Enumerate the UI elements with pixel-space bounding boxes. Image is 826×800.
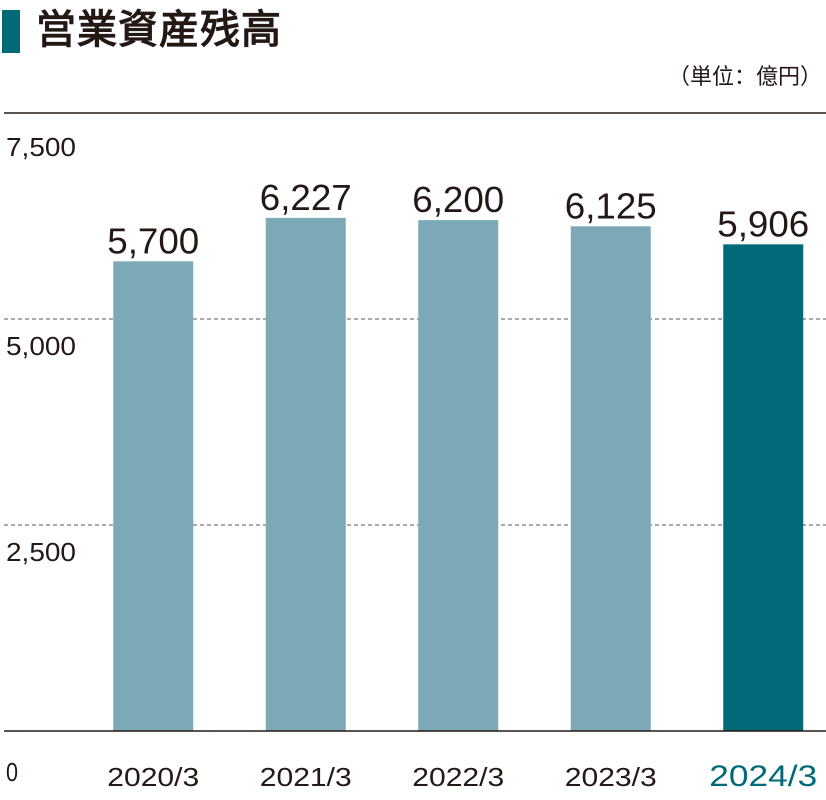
y-tick-label: 5,000	[6, 331, 76, 361]
x-category-label: 2023/3	[565, 762, 657, 792]
bar	[723, 244, 804, 732]
x-category-label: 2024/3	[709, 760, 817, 793]
bar	[570, 226, 651, 732]
bar	[265, 217, 346, 731]
chart-title: 営業資産残高	[36, 7, 282, 53]
y-tick-label: 2,500	[6, 537, 76, 567]
x-category-label: 2020/3	[107, 762, 199, 792]
value-label: 5,700	[107, 220, 199, 261]
value-label: 5,906	[717, 203, 809, 244]
x-category-label: 2022/3	[412, 762, 504, 792]
unit-label: （単位：億円）	[667, 65, 822, 90]
bar	[113, 261, 194, 731]
y-tick-label: 7,500	[6, 132, 76, 162]
title-accent-bar	[2, 10, 20, 53]
x-category-label: 2021/3	[260, 762, 352, 792]
value-label: 6,125	[565, 185, 657, 226]
bar	[418, 220, 499, 731]
y-tick-label: 0	[6, 757, 18, 787]
value-label: 6,200	[412, 179, 504, 220]
value-label: 6,227	[260, 177, 352, 218]
